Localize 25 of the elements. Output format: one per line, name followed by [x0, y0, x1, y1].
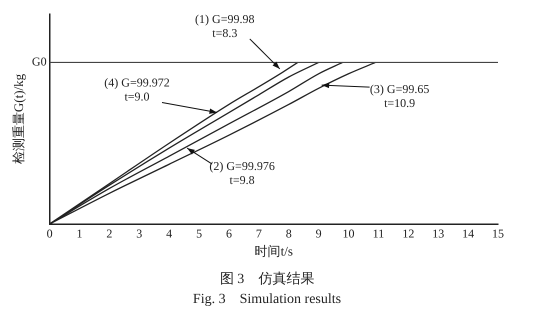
x-tick-label: 7 [256, 226, 262, 240]
x-tick-label: 0 [46, 226, 53, 240]
x-tick-label: 10 [342, 226, 355, 240]
y-axis-title: 检测重量G(t)/kg [11, 73, 26, 164]
x-tick-label: 12 [402, 226, 414, 240]
x-tick-label: 4 [166, 226, 172, 240]
x-axis-title: 时间t/s [254, 244, 293, 259]
caption: Fig. 3 Simulation results [192, 291, 342, 308]
annotation: (2) G=99.976 t=9.8 [209, 159, 275, 188]
annotation: (1) G=99.98 t=8.3 [195, 12, 254, 40]
x-tick-label: 1 [76, 226, 82, 240]
x-tick-label: 15 [492, 226, 504, 240]
ref-line-label: G0 [32, 54, 47, 69]
x-tick-label: 9 [316, 226, 322, 240]
x-tick-label: 5 [196, 226, 202, 240]
x-tick-label: 3 [136, 226, 142, 240]
x-tick-label: 2 [106, 226, 112, 240]
annotation: (4) G=99.972 t=9.0 [104, 76, 170, 104]
x-tick-label: 11 [372, 226, 384, 240]
x-tick-label: 14 [462, 226, 474, 240]
x-tick-label: 8 [286, 226, 292, 240]
x-tick-label: 6 [226, 226, 232, 240]
caption: 图 3 仿真结果 [218, 270, 316, 288]
x-tick-label: 13 [432, 226, 444, 240]
annotation: (3) G=99.65 t=10.9 [370, 82, 430, 110]
